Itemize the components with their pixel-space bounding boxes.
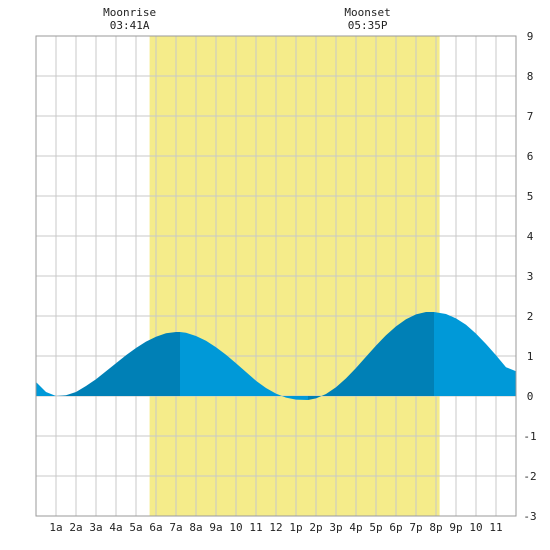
y-tick-label: 5 <box>527 190 534 203</box>
y-tick-label: 6 <box>527 150 534 163</box>
x-tick-label: 9p <box>449 521 462 534</box>
x-tick-label: 2a <box>69 521 82 534</box>
x-tick-label: 2p <box>309 521 322 534</box>
annotation-time: 05:35P <box>348 19 388 32</box>
x-tick-label: 1p <box>289 521 302 534</box>
x-tick-label: 10 <box>229 521 242 534</box>
x-tick-label: 3p <box>329 521 342 534</box>
x-tick-label: 4a <box>109 521 122 534</box>
plot-border <box>35 35 517 517</box>
annotation-time: 03:41A <box>110 19 150 32</box>
tide-area-falling <box>36 382 56 396</box>
annotation-label: Moonrise <box>103 6 156 19</box>
y-tick-label: 9 <box>527 30 534 43</box>
x-tick-label: 11 <box>489 521 502 534</box>
x-tick-label: 6a <box>149 521 162 534</box>
x-tick-label: 7p <box>409 521 422 534</box>
x-tick-label: 6p <box>389 521 402 534</box>
x-tick-label: 8p <box>429 521 442 534</box>
x-tick-label: 8a <box>189 521 202 534</box>
y-tick-label: -2 <box>523 470 536 483</box>
tide-area-falling <box>180 332 308 400</box>
y-tick-label: -3 <box>523 510 536 523</box>
y-tick-label: 4 <box>527 230 534 243</box>
x-tick-label: 9a <box>209 521 222 534</box>
x-tick-label: 5p <box>369 521 382 534</box>
y-tick-label: 0 <box>527 390 534 403</box>
y-tick-label: 2 <box>527 310 534 323</box>
x-tick-label: 11 <box>249 521 262 534</box>
x-tick-label: 1a <box>49 521 62 534</box>
x-tick-label: 4p <box>349 521 362 534</box>
y-tick-label: -1 <box>523 430 536 443</box>
annotation-label: Moonset <box>344 6 390 19</box>
y-tick-label: 3 <box>527 270 534 283</box>
y-tick-label: 8 <box>527 70 534 83</box>
y-tick-label: 1 <box>527 350 534 363</box>
x-tick-label: 7a <box>169 521 182 534</box>
tide-area-falling <box>434 312 516 396</box>
y-tick-label: 7 <box>527 110 534 123</box>
x-tick-label: 12 <box>269 521 282 534</box>
tide-area-rising <box>56 332 180 396</box>
x-tick-label: 3a <box>89 521 102 534</box>
tide-area-rising <box>308 312 434 400</box>
x-tick-label: 5a <box>129 521 142 534</box>
x-tick-label: 10 <box>469 521 482 534</box>
